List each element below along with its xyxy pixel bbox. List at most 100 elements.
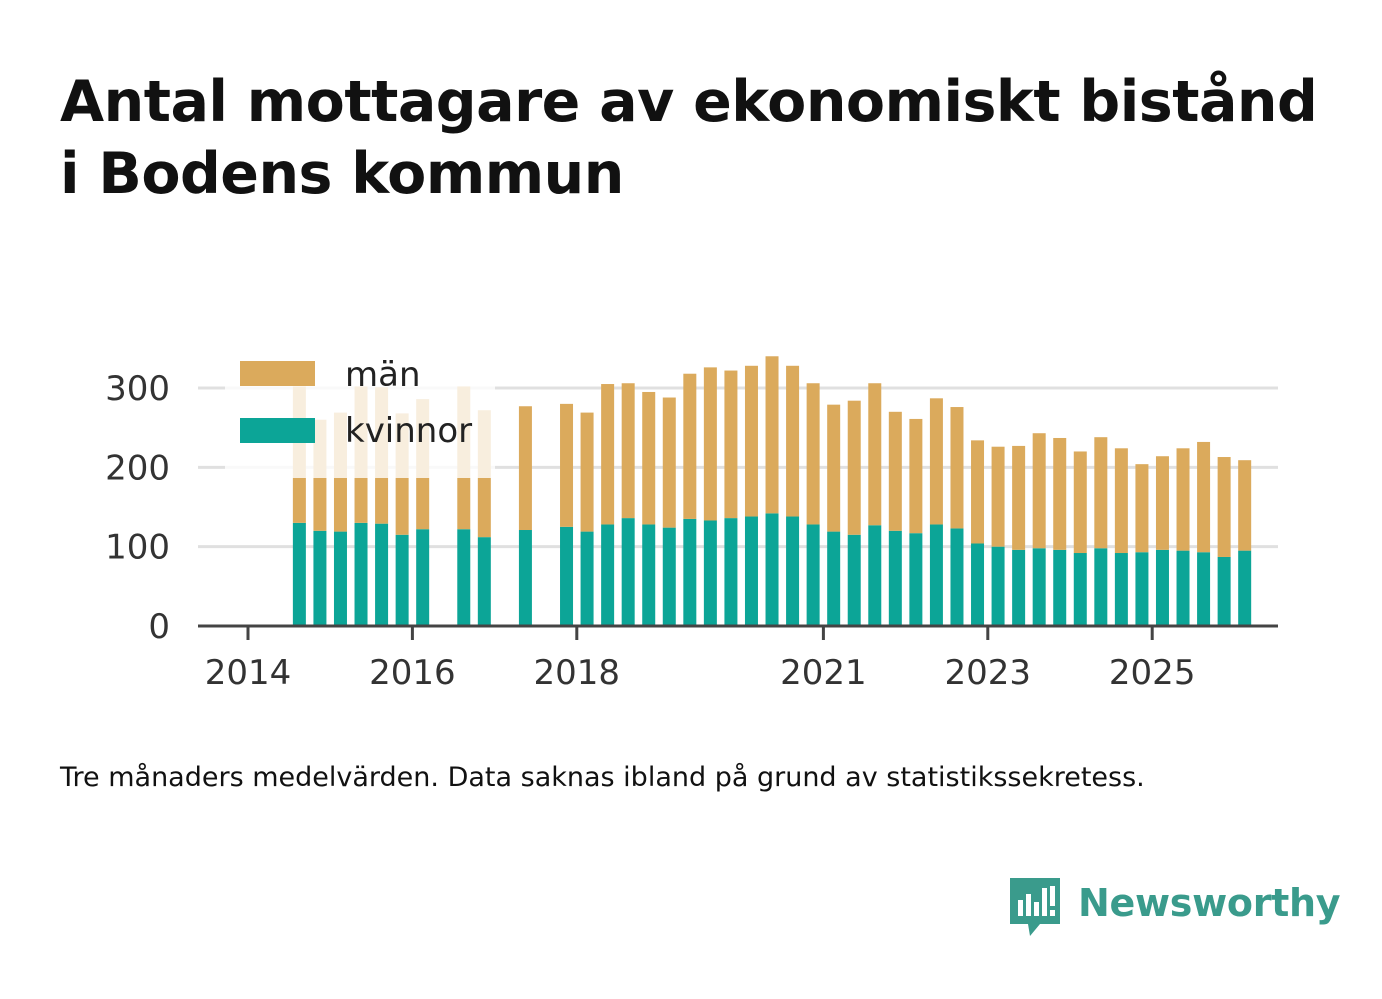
axes: 0 100 200 300 2014 2016 2018 2021 2023 2025: [105, 369, 1278, 693]
y-tick-label-0: 0: [148, 607, 170, 647]
chart-title: Antal mottagare av ekonomiskt bistånd i …: [60, 66, 1340, 210]
x-tick-label-2014: 2014: [205, 653, 292, 693]
bar-women-2018-Q1: [580, 531, 594, 626]
legend-swatch-women: [240, 418, 315, 443]
x-tick-label-2025: 2025: [1109, 653, 1196, 693]
footnote: Tre månaders medelvärden. Data saknas ib…: [60, 762, 1145, 793]
bar-men-2025-Q2: [1176, 448, 1190, 551]
bar-women-2017-Q2: [518, 530, 532, 626]
bar-women-2021-Q4: [888, 530, 902, 626]
bar-men-2017-Q2: [518, 406, 532, 531]
bar-women-2020-Q4: [806, 524, 820, 626]
bar-women-2019-Q3: [703, 520, 717, 626]
bar-men-2023-Q3: [1032, 433, 1046, 549]
bar-women-2021-Q2: [847, 534, 861, 626]
x-tick-label-2018: 2018: [534, 653, 621, 693]
legend[interactable]: män kvinnor: [225, 348, 495, 478]
bar-women-2024-Q3: [1114, 553, 1128, 626]
bar-men-2019-Q2: [683, 373, 697, 519]
bar-women-2021-Q3: [868, 525, 882, 626]
y-tick-label-200: 200: [105, 448, 170, 488]
bar-men-2022-Q2: [929, 398, 943, 525]
bar-women-2024-Q1: [1073, 553, 1087, 626]
bar-men-2019-Q3: [703, 367, 717, 521]
bar-women-2016-Q1: [416, 529, 430, 626]
bar-men-2025-Q1: [1155, 456, 1169, 550]
bar-women-2020-Q1: [744, 516, 758, 626]
bar-women-2016-Q3: [457, 529, 471, 626]
newsworthy-logo[interactable]: Newsworthy: [1010, 878, 1341, 942]
bar-men-2024-Q1: [1073, 451, 1087, 554]
legend-swatch-men: [240, 361, 315, 386]
bar-women-2024-Q2: [1094, 548, 1108, 626]
bar-women-2025-Q2: [1176, 550, 1190, 626]
bar-women-2026-Q1: [1238, 550, 1252, 626]
bar-women-2023-Q4: [1053, 549, 1067, 626]
bar-women-2015-Q3: [375, 523, 389, 626]
bar-women-2018-Q2: [601, 524, 615, 626]
bar-men-2024-Q4: [1135, 464, 1149, 553]
bar-women-2025-Q1: [1155, 549, 1169, 626]
bar-women-2015-Q2: [354, 522, 368, 626]
x-tick-label-2016: 2016: [369, 653, 456, 693]
bar-men-2026-Q1: [1238, 460, 1252, 551]
bar-women-2025-Q3: [1197, 552, 1211, 626]
bar-women-2020-Q2: [765, 513, 779, 626]
chart-title-line-1: Antal mottagare av ekonomiskt bistånd: [60, 69, 1318, 135]
bar-women-2019-Q4: [724, 518, 738, 626]
bar-women-2024-Q4: [1135, 552, 1149, 626]
legend-label-men: män: [345, 355, 421, 395]
bar-men-2024-Q2: [1094, 437, 1108, 549]
bar-men-2023-Q1: [991, 446, 1005, 547]
chart-title-line-2: i Bodens kommun: [60, 141, 624, 207]
newsworthy-logo-icon: [1010, 878, 1060, 936]
bar-women-2016-Q4: [477, 537, 491, 626]
legend-label-women: kvinnor: [345, 411, 472, 451]
bar-men-2020-Q3: [786, 365, 800, 517]
newsworthy-logo-text: Newsworthy: [1078, 881, 1341, 925]
bar-men-2022-Q4: [971, 440, 985, 544]
bar-men-2023-Q2: [1012, 445, 1026, 550]
bar-men-2018-Q4: [642, 391, 656, 525]
bar-men-2018-Q3: [621, 383, 635, 519]
bar-women-2018-Q3: [621, 518, 635, 626]
bar-women-2019-Q1: [662, 527, 676, 626]
bars: [292, 356, 1252, 626]
bar-men-2018-Q2: [601, 384, 615, 525]
bar-women-2021-Q1: [827, 531, 841, 626]
bar-women-2022-Q1: [909, 533, 923, 626]
bar-men-2017-Q4: [560, 403, 574, 527]
bar-men-2021-Q3: [868, 383, 882, 526]
bar-men-2020-Q2: [765, 356, 779, 514]
bar-women-2019-Q2: [683, 518, 697, 626]
bar-men-2022-Q3: [950, 407, 964, 529]
bar-men-2020-Q1: [744, 365, 758, 517]
bar-men-2025-Q3: [1197, 441, 1211, 553]
bar-women-2020-Q3: [786, 516, 800, 626]
bar-men-2019-Q1: [662, 397, 676, 528]
bar-women-2023-Q1: [991, 546, 1005, 626]
y-tick-label-300: 300: [105, 369, 170, 409]
bar-women-2018-Q4: [642, 524, 656, 626]
bar-men-2025-Q4: [1217, 457, 1231, 557]
bar-women-2022-Q3: [950, 528, 964, 626]
bar-women-2015-Q4: [395, 534, 409, 626]
bar-women-2014-Q3: [292, 522, 306, 626]
bar-men-2024-Q3: [1114, 448, 1128, 554]
bar-men-2022-Q1: [909, 418, 923, 534]
bar-men-2021-Q4: [888, 411, 902, 531]
bar-women-2022-Q2: [929, 524, 943, 626]
bar-men-2021-Q1: [827, 404, 841, 532]
bar-women-2025-Q4: [1217, 556, 1231, 626]
x-tick-label-2021: 2021: [780, 653, 867, 693]
bar-women-2017-Q4: [560, 526, 574, 626]
bar-women-2015-Q1: [333, 531, 347, 626]
y-tick-label-100: 100: [105, 528, 170, 568]
bar-women-2023-Q3: [1032, 548, 1046, 626]
bar-men-2019-Q4: [724, 370, 738, 519]
bar-women-2014-Q4: [313, 530, 327, 626]
bar-men-2021-Q2: [847, 400, 861, 535]
bar-women-2023-Q2: [1012, 549, 1026, 626]
bar-men-2018-Q1: [580, 412, 594, 532]
